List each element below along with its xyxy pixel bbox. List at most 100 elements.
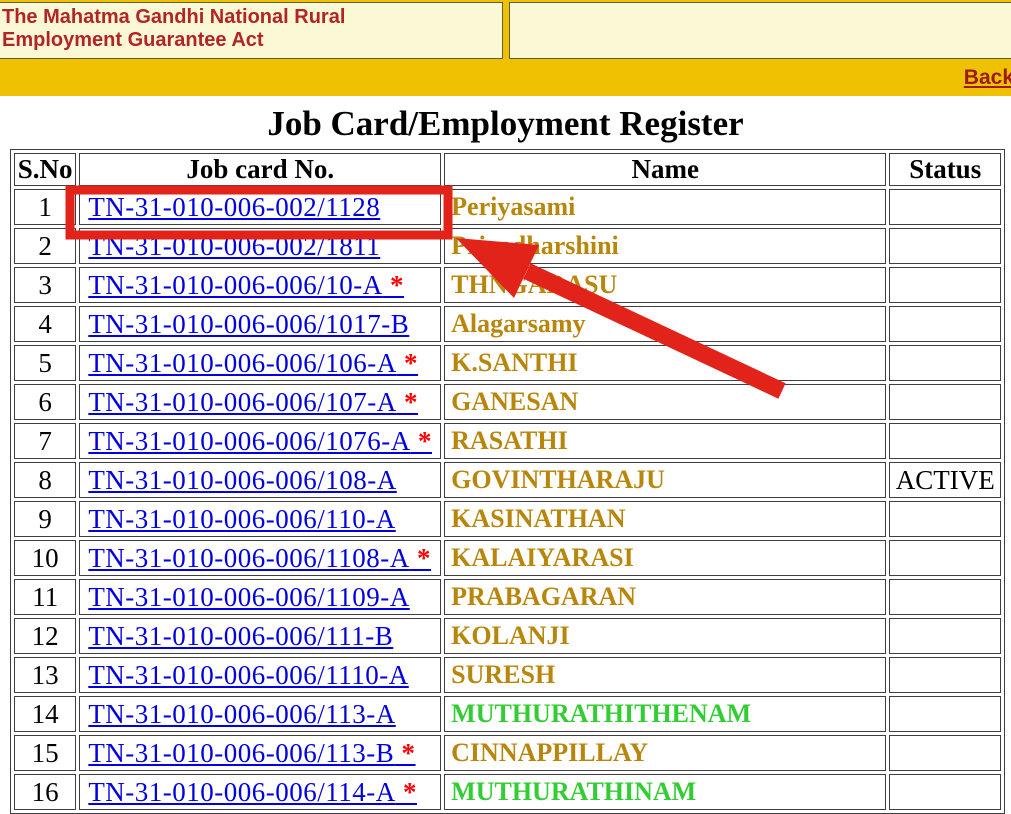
table-row: 9 TN-31-010-006-006/110-A KASINATHAN xyxy=(14,501,1001,537)
name-cell: Periyasami xyxy=(444,189,887,225)
table-row: 14 TN-31-010-006-006/113-A MUTHURATHITHE… xyxy=(14,696,1001,732)
column-header-sno: S.No xyxy=(14,153,77,186)
table-row: 1 TN-31-010-006-002/1128 Periyasami xyxy=(14,189,1001,225)
column-header-status: Status xyxy=(889,153,1001,186)
name-cell: Alagarsamy xyxy=(444,306,887,342)
name-cell: RASATHI xyxy=(444,423,887,459)
job-card-link[interactable]: TN-31-010-006-002/1811 xyxy=(88,230,381,261)
sno-cell: 16 xyxy=(14,774,77,810)
status-cell xyxy=(889,579,1001,615)
table-row: 8 TN-31-010-006-006/108-A GOVINTHARAJU A… xyxy=(14,462,1001,498)
table-row: 12 TN-31-010-006-006/111-B KOLANJI xyxy=(14,618,1001,654)
column-header-name: Name xyxy=(444,153,887,186)
asterisk-marker: * xyxy=(409,542,432,573)
back-link[interactable]: Back xyxy=(963,65,1011,89)
sno-cell: 3 xyxy=(14,267,77,303)
sno-cell: 6 xyxy=(14,384,77,420)
status-cell xyxy=(889,501,1001,537)
table-row: 15 TN-31-010-006-006/113-B * CINNAPPILLA… xyxy=(14,735,1001,771)
sno-cell: 12 xyxy=(14,618,77,654)
name-cell: KASINATHAN xyxy=(444,501,887,537)
sno-cell: 5 xyxy=(14,345,77,381)
table-row: 7 TN-31-010-006-006/1076-A * RASATHI xyxy=(14,423,1001,459)
jobcard-cell: TN-31-010-006-006/1017-B xyxy=(79,306,442,342)
name-cell: SURESH xyxy=(444,657,887,693)
jobcard-cell: TN-31-010-006-006/1076-A * xyxy=(79,423,442,459)
job-card-link[interactable]: TN-31-010-006-006/107-A * xyxy=(88,386,419,417)
sno-cell: 14 xyxy=(14,696,77,732)
asterisk-marker: * xyxy=(396,386,419,417)
sno-cell: 8 xyxy=(14,462,77,498)
sno-cell: 13 xyxy=(14,657,77,693)
jobcard-cell: TN-31-010-006-006/110-A xyxy=(79,501,442,537)
sno-cell: 10 xyxy=(14,540,77,576)
masthead: The Mahatma Gandhi National Rural Employ… xyxy=(0,0,1011,59)
column-header-jobcard: Job card No. xyxy=(79,153,442,186)
asterisk-marker: * xyxy=(394,737,416,768)
jobcard-cell: TN-31-010-006-006/10-A * xyxy=(79,267,442,303)
status-cell xyxy=(889,384,1001,420)
job-card-link[interactable]: TN-31-010-006-006/1076-A * xyxy=(88,425,433,456)
job-card-link[interactable]: TN-31-010-006-006/111-B xyxy=(88,620,394,651)
name-cell: KALAIYARASI xyxy=(444,540,887,576)
name-cell: GOVINTHARAJU xyxy=(444,462,887,498)
job-card-link[interactable]: TN-31-010-006-006/108-A xyxy=(88,464,397,495)
name-cell: KOLANJI xyxy=(444,618,887,654)
table-row: 5 TN-31-010-006-006/106-A * K.SANTHI xyxy=(14,345,1001,381)
status-cell xyxy=(889,189,1001,225)
asterisk-marker: * xyxy=(395,776,418,807)
job-card-table-body: 1 TN-31-010-006-002/1128 Periyasami 2 TN… xyxy=(14,189,1001,810)
name-cell: PRABAGARAN xyxy=(444,579,887,615)
job-card-link[interactable]: TN-31-010-006-006/1108-A * xyxy=(88,542,432,573)
name-cell: GANESAN xyxy=(444,384,887,420)
masthead-empty-panel xyxy=(509,2,1011,59)
masthead-title-panel: The Mahatma Gandhi National Rural Employ… xyxy=(0,2,503,59)
job-card-link[interactable]: TN-31-010-006-006/1017-B xyxy=(88,308,410,339)
status-cell xyxy=(889,345,1001,381)
site-title: The Mahatma Gandhi National Rural Employ… xyxy=(2,6,346,51)
jobcard-cell: TN-31-010-006-006/1109-A xyxy=(79,579,442,615)
asterisk-marker: * xyxy=(396,347,419,378)
name-cell: K.SANTHI xyxy=(444,345,887,381)
sno-cell: 4 xyxy=(14,306,77,342)
job-card-link[interactable]: TN-31-010-006-006/113-B * xyxy=(88,737,416,768)
status-cell xyxy=(889,423,1001,459)
job-card-link[interactable]: TN-31-010-006-006/113-A xyxy=(88,698,396,729)
jobcard-cell: TN-31-010-006-006/106-A * xyxy=(79,345,442,381)
sno-cell: 2 xyxy=(14,228,77,264)
sno-cell: 7 xyxy=(14,423,77,459)
job-card-link[interactable]: TN-31-010-006-006/110-A xyxy=(88,503,396,534)
status-cell xyxy=(889,735,1001,771)
table-row: 10 TN-31-010-006-006/1108-A * KALAIYARAS… xyxy=(14,540,1001,576)
jobcard-cell: TN-31-010-006-006/108-A xyxy=(79,462,442,498)
job-card-link[interactable]: TN-31-010-006-006/114-A * xyxy=(88,776,418,807)
job-card-table: S.No Job card No. Name Status 1 TN-31-01… xyxy=(10,149,1005,814)
name-cell: MUTHURATHITHENAM xyxy=(444,696,887,732)
name-cell: Priyadharshini xyxy=(444,228,887,264)
sno-cell: 15 xyxy=(14,735,77,771)
status-cell xyxy=(889,228,1001,264)
jobcard-cell: TN-31-010-006-006/113-B * xyxy=(79,735,442,771)
job-card-link[interactable]: TN-31-010-006-006/106-A * xyxy=(88,347,419,378)
status-cell xyxy=(889,306,1001,342)
jobcard-cell: TN-31-010-006-006/1110-A xyxy=(79,657,442,693)
jobcard-cell: TN-31-010-006-006/111-B xyxy=(79,618,442,654)
sno-cell: 1 xyxy=(14,189,77,225)
table-row: 2 TN-31-010-006-002/1811 Priyadharshini xyxy=(14,228,1001,264)
asterisk-marker: * xyxy=(382,269,405,300)
job-card-link[interactable]: TN-31-010-006-002/1128 xyxy=(88,191,381,222)
name-cell: MUTHURATHINAM xyxy=(444,774,887,810)
status-cell xyxy=(889,267,1001,303)
status-cell xyxy=(889,696,1001,732)
job-card-link[interactable]: TN-31-010-006-006/1110-A xyxy=(88,659,409,690)
table-row: 13 TN-31-010-006-006/1110-A SURESH xyxy=(14,657,1001,693)
status-cell xyxy=(889,540,1001,576)
jobcard-cell: TN-31-010-006-006/114-A * xyxy=(79,774,442,810)
name-cell: THNGARASU xyxy=(444,267,887,303)
job-card-link[interactable]: TN-31-010-006-006/10-A * xyxy=(88,269,405,300)
jobcard-cell: TN-31-010-006-006/107-A * xyxy=(79,384,442,420)
job-card-link[interactable]: TN-31-010-006-006/1109-A xyxy=(88,581,410,612)
page-title: Job Card/Employment Register xyxy=(267,104,744,143)
table-header-row: S.No Job card No. Name Status xyxy=(14,153,1001,186)
status-cell: ACTIVE xyxy=(889,462,1001,498)
